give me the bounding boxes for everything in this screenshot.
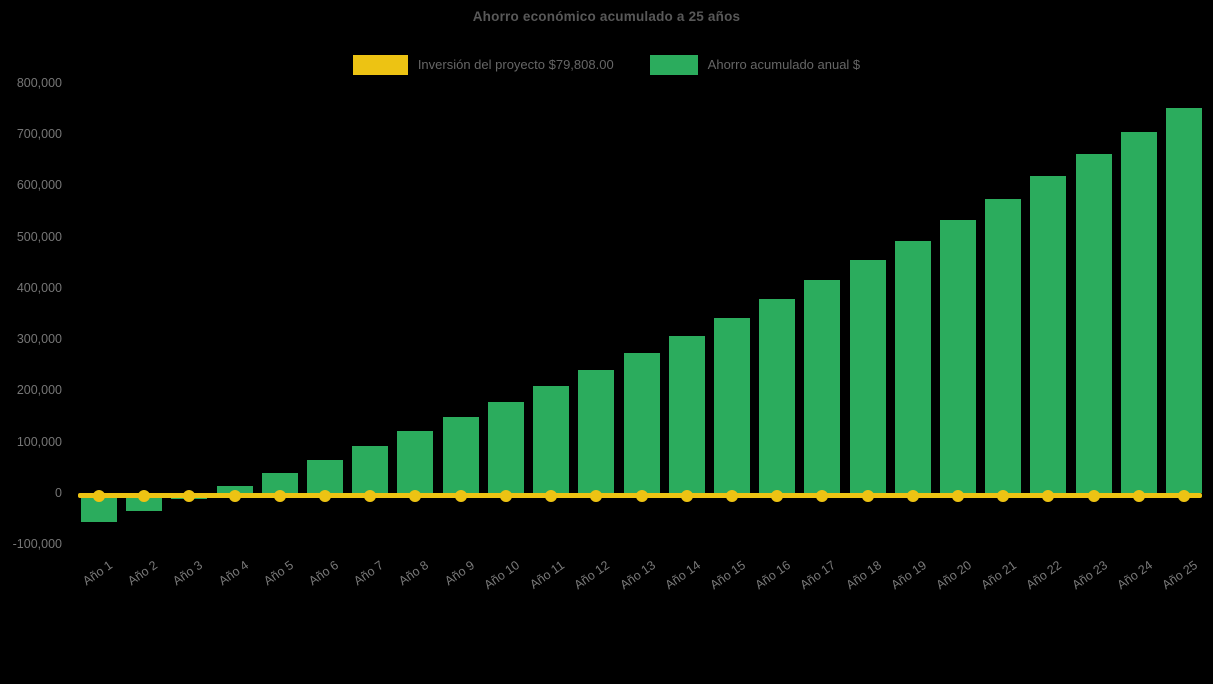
bar-año-20 bbox=[939, 220, 976, 493]
y-axis-tick-label: -100,000 bbox=[12, 537, 62, 552]
investment-line-marker bbox=[93, 489, 105, 502]
investment-line-marker bbox=[183, 489, 196, 502]
investment-line-marker bbox=[545, 489, 558, 502]
investment-line-marker bbox=[680, 489, 693, 502]
y-axis-tick-label: 0 bbox=[55, 486, 62, 500]
investment-line-marker bbox=[228, 489, 241, 502]
investment-line-marker bbox=[771, 489, 784, 502]
y-axis-tick-label: 800,000 bbox=[16, 75, 62, 90]
cumulative-savings-chart: Ahorro económico acumulado a 25 años Inv… bbox=[0, 9, 1213, 593]
investment-line-marker bbox=[997, 489, 1010, 502]
bar-año-8 bbox=[397, 431, 434, 493]
y-axis-tick-label: 600,000 bbox=[16, 178, 62, 193]
investment-line-marker bbox=[454, 489, 467, 502]
investment-line-marker bbox=[816, 489, 829, 502]
investment-line-marker bbox=[138, 489, 151, 502]
savings-bar-swatch bbox=[649, 55, 698, 75]
investment-line-marker bbox=[273, 489, 286, 502]
bar-año-9 bbox=[442, 416, 479, 493]
bar-año-24 bbox=[1120, 131, 1157, 493]
investment-line-marker bbox=[861, 489, 874, 502]
investment-line-marker bbox=[725, 489, 738, 502]
bar-año-22 bbox=[1030, 176, 1067, 493]
bar-año-7 bbox=[352, 445, 389, 493]
investment-line-marker bbox=[499, 489, 512, 502]
investment-line-marker bbox=[1042, 489, 1055, 502]
bar-año-13 bbox=[623, 353, 660, 493]
bar-año-11 bbox=[533, 386, 570, 493]
investment-line-marker bbox=[319, 489, 332, 502]
legend-item-investment: Inversión del proyecto $79,808.00 bbox=[352, 55, 614, 75]
investment-line-marker bbox=[1132, 489, 1145, 502]
bar-año-5 bbox=[261, 472, 298, 493]
bar-año-12 bbox=[578, 370, 615, 493]
bar-año-23 bbox=[1075, 154, 1112, 493]
bar-año-25 bbox=[1166, 108, 1203, 493]
legend-label-investment: Inversión del proyecto $79,808.00 bbox=[417, 57, 614, 72]
investment-line-marker bbox=[951, 489, 964, 502]
chart-title: Ahorro económico acumulado a 25 años bbox=[472, 9, 741, 24]
investment-line-marker bbox=[409, 489, 422, 502]
bar-año-14 bbox=[668, 336, 705, 493]
bar-año-19 bbox=[894, 241, 931, 493]
y-axis-tick-label: 400,000 bbox=[16, 280, 62, 295]
investment-line-marker bbox=[590, 489, 603, 502]
investment-line-marker bbox=[635, 489, 648, 502]
y-axis-tick-label: 300,000 bbox=[16, 332, 62, 347]
bar-año-16 bbox=[759, 299, 796, 493]
y-axis-tick-label: 200,000 bbox=[16, 383, 62, 398]
bar-año-10 bbox=[487, 401, 524, 493]
legend-item-savings: Ahorro acumulado anual $ bbox=[649, 55, 861, 75]
bar-año-17 bbox=[804, 279, 841, 493]
investment-line-marker bbox=[1178, 489, 1191, 502]
legend-label-savings: Ahorro acumulado anual $ bbox=[707, 57, 861, 72]
investment-line-marker bbox=[906, 489, 919, 502]
y-axis-tick-label: 700,000 bbox=[16, 126, 62, 141]
x-axis-tick-label: Año 23 bbox=[1069, 558, 1110, 593]
investment-line-marker bbox=[364, 489, 377, 502]
bar-año-6 bbox=[307, 459, 344, 493]
investment-line-marker bbox=[1087, 489, 1100, 502]
investment-line-swatch bbox=[352, 55, 408, 75]
bar-año-18 bbox=[849, 260, 886, 493]
y-axis-tick-label: 100,000 bbox=[16, 434, 62, 449]
bar-año-15 bbox=[713, 317, 750, 493]
plot-area: -100,000 0 100,000 200,000 300,000 400,000 500… bbox=[12, 75, 1203, 592]
x-axis-tick-label: Año 24 bbox=[1114, 558, 1155, 593]
bar-año-21 bbox=[985, 198, 1022, 493]
legend: Inversión del proyecto $79,808.00 Ahorro… bbox=[0, 55, 1213, 75]
x-axis-tick-label: Año 25 bbox=[1159, 558, 1201, 593]
y-axis-tick-label: 500,000 bbox=[16, 229, 62, 244]
